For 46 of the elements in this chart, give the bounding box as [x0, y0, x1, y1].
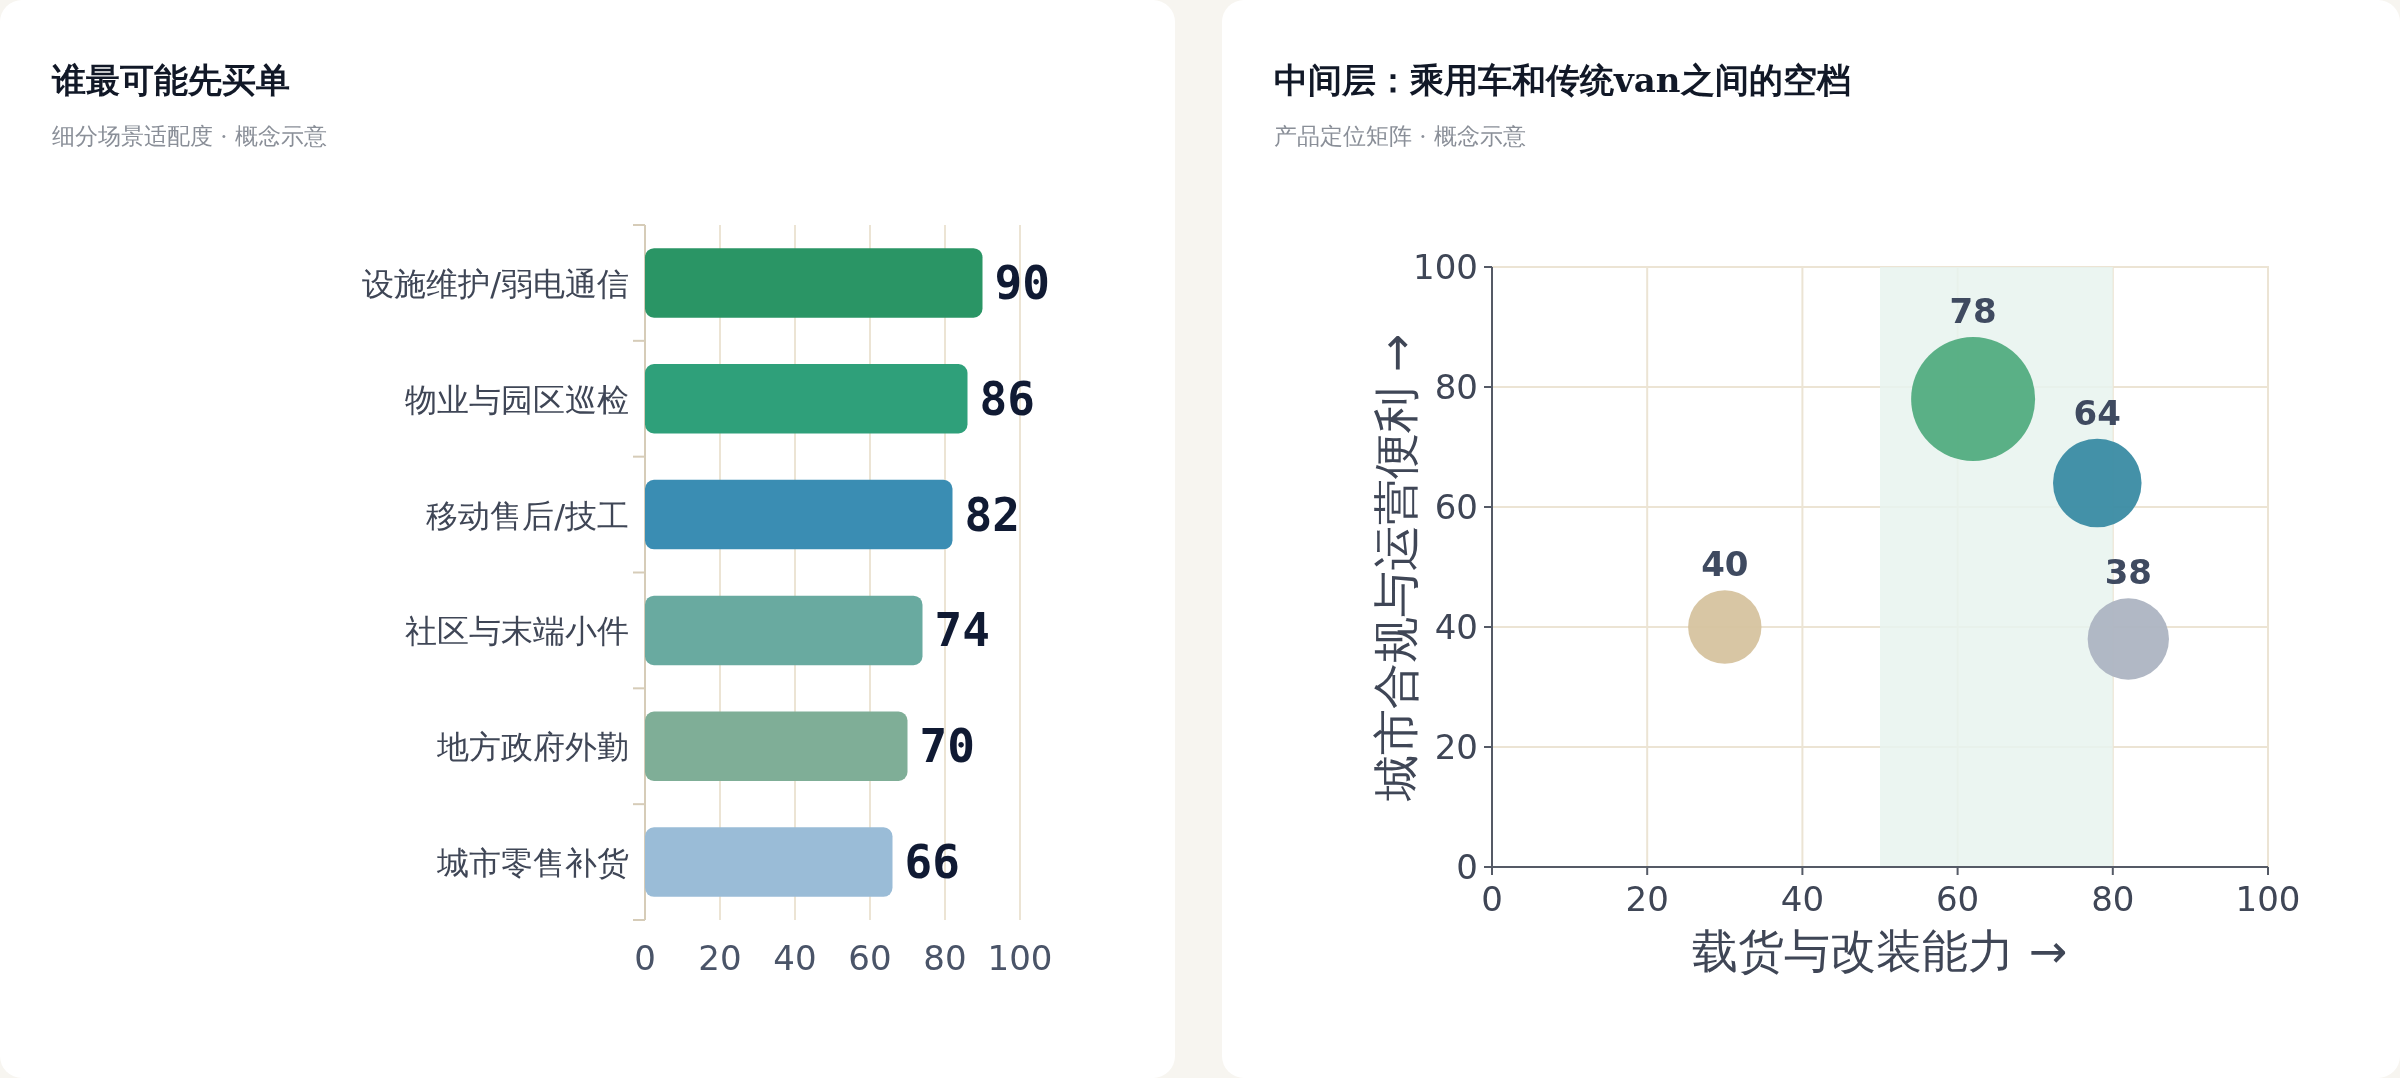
- y-tick-label: 设施维护/弱电通信: [362, 264, 629, 303]
- data-label: 82: [964, 487, 1020, 542]
- data-label: 38: [2104, 552, 2152, 593]
- y-tick-label: 100: [1413, 247, 1478, 287]
- bar: [645, 711, 908, 781]
- data-label: 74: [934, 603, 990, 658]
- data-label: 70: [919, 719, 975, 774]
- x-tick-label: 100: [2235, 879, 2301, 919]
- y-tick-label: 60: [1434, 487, 1478, 527]
- bar: [645, 248, 983, 318]
- y-tick-label: 40: [1434, 607, 1478, 647]
- x-tick-label: 100: [987, 938, 1053, 978]
- bar: [645, 595, 923, 666]
- data-label: 90: [994, 255, 1050, 310]
- y-tick-label: 20: [1434, 727, 1478, 767]
- data-label: 40: [1701, 544, 1749, 585]
- x-tick-label: 40: [773, 938, 817, 978]
- text: 谁最可能先买单: [51, 60, 290, 100]
- chart-subtitle: 产品定位矩阵 · 概念示意: [1274, 123, 1526, 149]
- x-axis-title: 载货与改装能力 →: [1692, 924, 2068, 978]
- x-tick-label: 60: [1935, 879, 1980, 919]
- y-tick-label: 城市零售补货: [436, 844, 629, 883]
- x-tick-label: 80: [2091, 879, 2135, 919]
- chart-title: 中间层：乘用车和传统van之间的空档: [1274, 60, 1851, 100]
- x-tick-label: 60: [848, 938, 892, 978]
- x-tick-label: 80: [923, 938, 967, 978]
- y-tick-label: 移动售后/技工: [426, 496, 629, 535]
- text: 细分场景适配度 · 概念示意: [52, 123, 327, 149]
- x-tick-label: 40: [1780, 879, 1825, 919]
- y-tick-label: 物业与园区巡检: [405, 380, 629, 419]
- data-label: 78: [1949, 291, 1997, 331]
- data-label: 66: [904, 835, 960, 890]
- bar: [645, 364, 968, 434]
- y-axis-title: 城市合规与运营便利 →: [1369, 333, 1423, 802]
- bar: [645, 827, 893, 897]
- x-tick-label: 0: [1481, 879, 1503, 919]
- x-tick-label: 20: [1625, 879, 1669, 919]
- x-tick-label: 20: [698, 938, 742, 978]
- data-label: 64: [2073, 392, 2121, 433]
- bar: [645, 479, 953, 550]
- y-tick-label: 社区与末端小件: [405, 612, 629, 651]
- y-tick-label: 地方政府外勤: [436, 728, 629, 767]
- y-tick-label: 80: [1434, 367, 1478, 407]
- data-label: 86: [979, 371, 1035, 426]
- y-tick-label: 0: [1456, 847, 1478, 887]
- x-tick-label: 0: [634, 938, 656, 978]
